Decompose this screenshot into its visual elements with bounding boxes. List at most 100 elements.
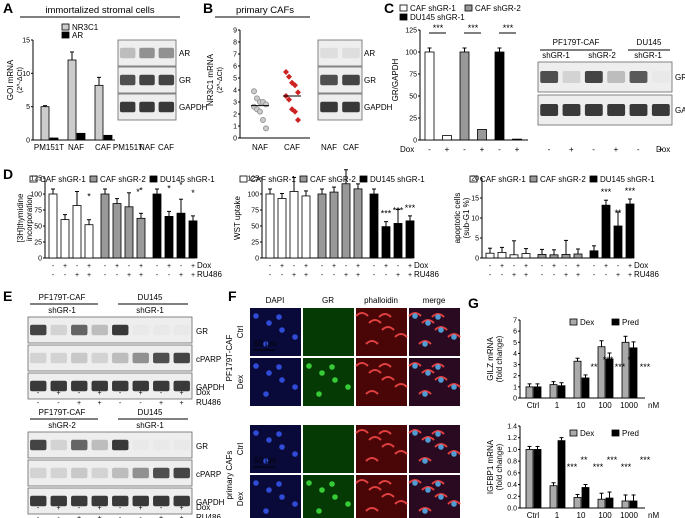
column-label: merge [423, 296, 446, 305]
bar [48, 193, 58, 259]
actin-fiber [418, 390, 432, 395]
blot-band [132, 380, 149, 392]
nucleus [276, 314, 282, 320]
blot-band [320, 101, 338, 113]
y-tick-label: 125 [30, 176, 42, 183]
dox-marker: + [138, 390, 142, 397]
dox-marker: + [56, 390, 60, 397]
dox-marker: + [384, 263, 388, 270]
legend-swatch [589, 175, 598, 183]
legend-swatch [529, 175, 538, 183]
dox-marker: - [345, 263, 348, 270]
nucleus [438, 444, 444, 450]
blot-band [112, 352, 129, 364]
blot-band [158, 47, 175, 59]
legend-swatch [359, 175, 368, 183]
ru486-marker: - [57, 400, 60, 407]
actin-fiber [434, 493, 448, 498]
nucleus [422, 341, 428, 347]
x-tick-label: 100 [598, 511, 612, 518]
y-tick-label: 1.4 [507, 424, 517, 431]
y-axis-label: GR/GAPDH [391, 58, 400, 101]
bar-pred [605, 497, 614, 509]
blot-band [30, 380, 47, 392]
bar-dex [573, 497, 582, 509]
dox-marker: + [356, 263, 360, 270]
blot-subgroup-label: shGR-1 [542, 51, 570, 60]
actin-fiber [394, 500, 408, 505]
dox-marker: + [628, 263, 632, 270]
significance-marker: ** [614, 208, 622, 218]
y-tick-label: 0 [475, 256, 479, 263]
bar-pred [581, 377, 590, 399]
blot-label: GAPDH [179, 103, 208, 112]
blot-band [91, 380, 108, 392]
nucleus [435, 481, 441, 487]
blot-band [540, 71, 559, 83]
nucleus [253, 313, 259, 319]
blot-subgroup-label: shGR-2 [588, 51, 616, 60]
y-axis-label: WST uptake [233, 196, 242, 240]
bar [341, 183, 351, 259]
legend-swatch-pred [611, 318, 620, 326]
dox-marker: + [138, 505, 142, 512]
actin-fiber [365, 507, 379, 512]
bar-nr3c1 [40, 106, 50, 141]
y-tick-label: 75 [409, 72, 417, 79]
nucleus [316, 391, 322, 397]
blot-band [153, 324, 170, 336]
micrograph-GR [303, 425, 354, 473]
ru486-marker: - [541, 272, 544, 279]
ru486-marker: + [396, 272, 400, 279]
dox-marker: + [97, 390, 101, 397]
significance-marker: *** [503, 23, 514, 33]
bar-ar [76, 132, 86, 141]
ru486-marker: - [321, 272, 324, 279]
dox-marker: - [321, 263, 324, 270]
dox-marker: - [428, 145, 431, 154]
legend-label: CAF shGR-2 [475, 4, 521, 13]
dox-marker: - [489, 263, 492, 270]
bar [521, 253, 531, 259]
nucleus [276, 481, 282, 487]
dox-marker: + [280, 263, 284, 270]
row-label: RU486 [414, 270, 439, 279]
legend-label: Pred [622, 318, 639, 327]
row-label: Dox [414, 261, 428, 270]
ru486-marker: + [408, 272, 412, 279]
bar [176, 212, 186, 259]
blot-band [153, 495, 170, 507]
y-tick-label: 50 [409, 94, 417, 101]
x-tick-label: 1 [555, 511, 560, 518]
blot-subgroup-label: shGR-2 [48, 421, 76, 430]
nucleus [253, 363, 259, 369]
micrograph-GR [303, 308, 354, 356]
dox-marker: - [119, 505, 122, 512]
blot-band [112, 467, 129, 479]
blot-label: cPARP [196, 470, 221, 479]
legend-label: CAF shGR-1 [480, 175, 526, 184]
ru486-marker: + [75, 272, 79, 279]
x-tick-label: 100 [598, 401, 612, 410]
legend-label: CAF shGR-1 [250, 175, 296, 184]
y-tick-label: 5 [475, 236, 479, 243]
nucleus [263, 458, 269, 464]
nucleus [451, 501, 457, 507]
legend-swatch [149, 175, 158, 183]
bar-pred [557, 385, 566, 399]
bar-pred [629, 500, 638, 509]
row-label: RU486 [196, 513, 221, 518]
legend-label: DU145 shGR-1 [410, 13, 465, 22]
bar-pred [533, 449, 542, 509]
nucleus [438, 327, 444, 333]
blot-band [91, 352, 108, 364]
dox-marker: - [160, 505, 163, 512]
nucleus [292, 384, 298, 390]
bar [573, 253, 583, 259]
y-tick-label: 75 [34, 208, 42, 215]
nucleus [412, 430, 418, 436]
nucleus [345, 384, 351, 390]
dox-marker: - [160, 390, 163, 397]
y-axis-label: [3H]thymidine [16, 193, 25, 242]
blot-band [153, 439, 170, 451]
